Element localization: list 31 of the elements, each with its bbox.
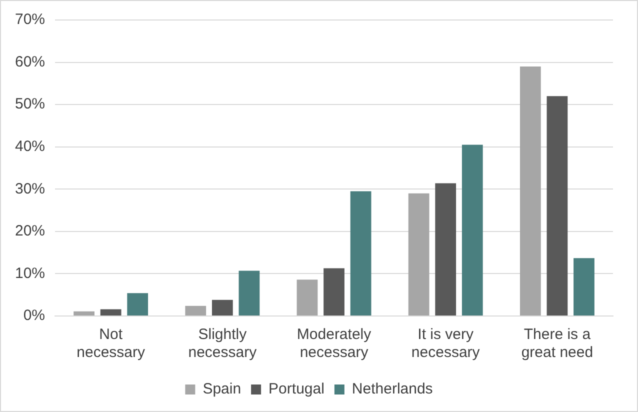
- bar: [546, 96, 568, 316]
- y-tick-label: 10%: [14, 264, 46, 282]
- bar: [127, 293, 148, 316]
- legend-label: Portugal: [268, 380, 324, 398]
- y-tick-label: 0%: [23, 307, 46, 324]
- bar: [408, 193, 430, 316]
- bar: [100, 309, 122, 316]
- y-tick-label: 50%: [14, 96, 46, 113]
- legend-label: Spain: [202, 380, 242, 398]
- bar: [574, 258, 594, 316]
- y-tick-label: 30%: [14, 180, 46, 198]
- bar: [212, 300, 233, 316]
- bar: [435, 183, 456, 316]
- bar: [185, 306, 206, 316]
- x-tick-label: There is a great need: [521, 326, 594, 362]
- bar: [462, 144, 483, 316]
- y-tick-label: 20%: [14, 222, 46, 240]
- bar: [520, 66, 541, 316]
- bar: [238, 270, 260, 316]
- y-tick-label: 70%: [14, 11, 46, 28]
- bar: [324, 268, 344, 316]
- x-tick-label: Moderately necessary: [296, 326, 372, 362]
- x-tick-label: Not necessary: [76, 326, 146, 362]
- bar: [296, 280, 318, 316]
- x-tick-label: Slightly necessary: [188, 326, 258, 362]
- y-tick-label: 60%: [14, 53, 46, 70]
- legend-label: Netherlands: [352, 380, 433, 398]
- bar: [350, 191, 372, 316]
- x-tick-label: It is very necessary: [411, 326, 480, 362]
- y-tick-label: 40%: [14, 138, 46, 155]
- bar: [74, 311, 94, 316]
